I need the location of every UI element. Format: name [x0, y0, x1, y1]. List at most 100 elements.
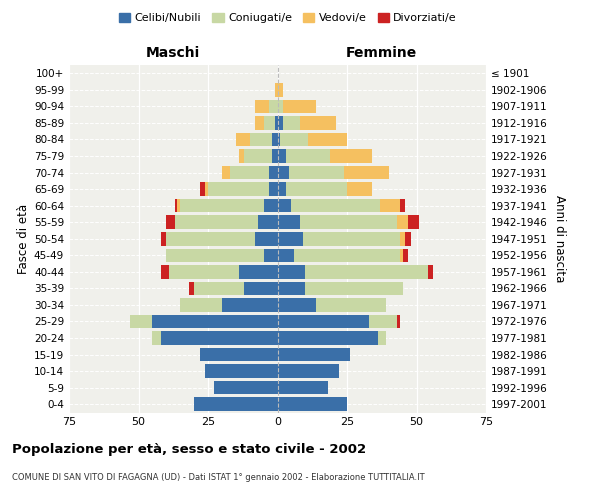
Bar	[277, 282, 305, 295]
Bar	[272, 149, 277, 163]
Bar	[294, 248, 400, 262]
Bar	[283, 100, 316, 113]
Bar	[277, 199, 292, 212]
Bar	[272, 132, 277, 146]
Bar	[331, 149, 372, 163]
Bar	[244, 282, 277, 295]
Bar	[300, 216, 397, 229]
Bar	[403, 248, 408, 262]
Bar	[408, 216, 419, 229]
Bar	[205, 364, 277, 378]
Bar	[180, 298, 222, 312]
Bar	[302, 232, 400, 245]
Bar	[277, 398, 347, 411]
Bar	[347, 182, 372, 196]
Bar	[255, 100, 269, 113]
Bar	[277, 381, 328, 394]
Bar	[161, 332, 277, 345]
Bar	[286, 149, 331, 163]
Bar	[175, 216, 258, 229]
Bar	[269, 182, 277, 196]
Text: Femmine: Femmine	[346, 46, 418, 60]
Text: Popolazione per età, sesso e stato civile - 2002: Popolazione per età, sesso e stato civil…	[12, 442, 366, 456]
Bar	[166, 216, 175, 229]
Bar	[406, 232, 411, 245]
Text: COMUNE DI SAN VITO DI FAGAGNA (UD) - Dati ISTAT 1° gennaio 2002 - Elaborazione T: COMUNE DI SAN VITO DI FAGAGNA (UD) - Dat…	[12, 472, 425, 482]
Bar	[194, 282, 244, 295]
Bar	[280, 132, 308, 146]
Bar	[239, 149, 244, 163]
Bar	[236, 132, 250, 146]
Bar	[194, 398, 277, 411]
Bar	[152, 332, 161, 345]
Bar	[188, 282, 194, 295]
Bar	[277, 216, 300, 229]
Bar	[255, 232, 277, 245]
Bar	[305, 265, 428, 278]
Bar	[269, 100, 277, 113]
Legend: Celibi/Nubili, Coniugati/e, Vedovi/e, Divorziati/e: Celibi/Nubili, Coniugati/e, Vedovi/e, Di…	[115, 8, 461, 28]
Bar	[161, 232, 166, 245]
Bar	[400, 199, 406, 212]
Bar	[277, 149, 286, 163]
Bar	[277, 332, 377, 345]
Bar	[263, 248, 277, 262]
Bar	[230, 166, 269, 179]
Bar	[130, 314, 152, 328]
Bar	[277, 100, 283, 113]
Bar	[277, 314, 369, 328]
Text: Maschi: Maschi	[146, 46, 200, 60]
Y-axis label: Fasce di età: Fasce di età	[17, 204, 30, 274]
Bar	[161, 265, 169, 278]
Bar	[277, 364, 338, 378]
Bar	[400, 248, 403, 262]
Bar	[222, 166, 230, 179]
Bar	[275, 83, 277, 96]
Bar	[277, 298, 316, 312]
Bar	[397, 314, 400, 328]
Y-axis label: Anni di nascita: Anni di nascita	[553, 195, 566, 282]
Bar	[166, 232, 255, 245]
Bar	[205, 182, 208, 196]
Bar	[400, 232, 406, 245]
Bar	[200, 182, 205, 196]
Bar	[316, 298, 386, 312]
Bar	[269, 166, 277, 179]
Bar	[239, 265, 277, 278]
Bar	[277, 348, 350, 362]
Bar	[152, 314, 277, 328]
Bar	[286, 182, 347, 196]
Bar	[277, 265, 305, 278]
Bar	[283, 116, 300, 130]
Bar	[214, 381, 277, 394]
Bar	[380, 199, 400, 212]
Bar	[277, 182, 286, 196]
Bar	[180, 199, 263, 212]
Bar	[305, 282, 403, 295]
Bar	[277, 132, 280, 146]
Bar	[250, 132, 272, 146]
Bar	[208, 182, 269, 196]
Bar	[344, 166, 389, 179]
Bar	[369, 314, 397, 328]
Bar	[277, 166, 289, 179]
Bar	[277, 232, 302, 245]
Bar	[292, 199, 380, 212]
Bar	[166, 248, 263, 262]
Bar	[275, 116, 277, 130]
Bar	[397, 216, 408, 229]
Bar	[277, 116, 283, 130]
Bar	[169, 265, 239, 278]
Bar	[255, 116, 263, 130]
Bar	[178, 199, 180, 212]
Bar	[222, 298, 277, 312]
Bar	[428, 265, 433, 278]
Bar	[263, 199, 277, 212]
Bar	[300, 116, 336, 130]
Bar	[308, 132, 347, 146]
Bar	[289, 166, 344, 179]
Bar	[244, 149, 272, 163]
Bar	[377, 332, 386, 345]
Bar	[277, 83, 283, 96]
Bar	[263, 116, 275, 130]
